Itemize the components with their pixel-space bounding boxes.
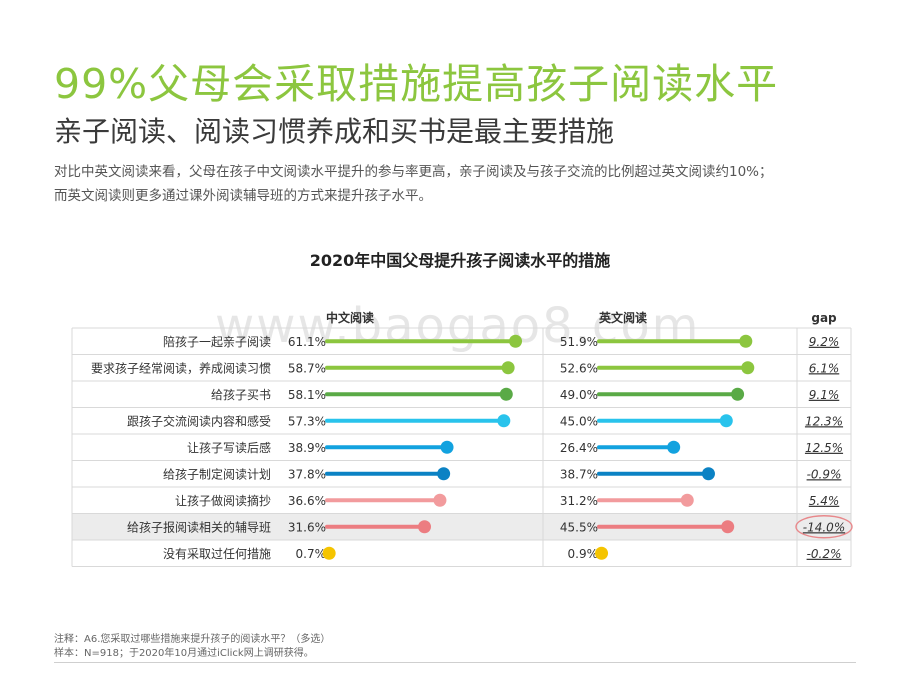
- page-subtitle: 亲子阅读、阅读习惯养成和买书是最主要措施: [54, 115, 615, 148]
- page-title: 99%父母会采取措施提高孩子阅读水平: [54, 60, 779, 108]
- footnote: 注释：A6.您采取过哪些措施来提升孩子的阅读水平？（多选） 样本：N=918；于…: [54, 633, 330, 661]
- column-header-0: 中文阅读: [326, 310, 374, 325]
- cn-value-label: 58.7%: [288, 361, 326, 375]
- gap-highlight-circle: [795, 515, 853, 539]
- cn-value-label: 31.6%: [288, 520, 326, 534]
- en-value-label: 26.4%: [560, 441, 598, 455]
- cn-bar-end-dot: [497, 414, 511, 428]
- en-value-label: 52.6%: [560, 361, 598, 375]
- cn-bar-end-dot: [501, 361, 515, 375]
- category-label: 跟孩子交流阅读内容和感受: [127, 413, 271, 428]
- cn-value-label: 58.1%: [288, 388, 326, 402]
- en-value-label: 45.0%: [560, 414, 598, 428]
- gap-value-label: 12.5%: [805, 441, 843, 455]
- cn-value-label: 61.1%: [288, 335, 326, 349]
- en-value-label: 31.2%: [560, 494, 598, 508]
- column-header-2: gap: [811, 311, 837, 325]
- category-label: 没有采取过任何措施: [163, 546, 271, 561]
- description-line-1: 对比中英文阅读来看，父母在孩子中文阅读水平提升的参与率更高，亲子阅读及与孩子交流…: [54, 164, 773, 180]
- cn-value-label: 57.3%: [288, 414, 326, 428]
- footnote-sample: 样本：N=918；于2020年10月通过iClick网上调研获得。: [54, 648, 314, 659]
- gap-value-label: 12.3%: [805, 414, 843, 428]
- gap-value-label: -0.9%: [807, 467, 842, 481]
- cn-bar-end-dot: [437, 467, 451, 481]
- en-value-label: 38.7%: [560, 467, 598, 481]
- en-bar-end-dot: [739, 334, 753, 348]
- column-header-1: 英文阅读: [599, 310, 647, 325]
- category-label: 让孩子做阅读摘抄: [175, 493, 271, 508]
- watermark: www.baogao8.com: [215, 298, 701, 354]
- gap-value-label: 9.1%: [809, 388, 840, 402]
- cn-bar-end-dot: [322, 546, 336, 560]
- footer-divider: [54, 662, 856, 663]
- category-label: 陪孩子一起亲子阅读: [163, 334, 271, 349]
- cn-value-label: 36.6%: [288, 494, 326, 508]
- en-value-label: 45.5%: [560, 520, 598, 534]
- en-bar-end-dot: [721, 520, 735, 534]
- description: 对比中英文阅读来看，父母在孩子中文阅读水平提升的参与率更高，亲子阅读及与孩子交流…: [54, 160, 884, 208]
- gap-value-label: 6.1%: [809, 361, 840, 375]
- en-value-label: 51.9%: [560, 335, 598, 349]
- category-label: 给孩子买书: [211, 388, 271, 402]
- category-label: 要求孩子经常阅读，养成阅读习惯: [91, 360, 271, 375]
- en-value-label: 49.0%: [560, 388, 598, 402]
- en-bar-end-dot: [731, 387, 745, 401]
- chart-title: 2020年中国父母提升孩子阅读水平的措施: [309, 251, 611, 270]
- gap-value-label: -14.0%: [803, 520, 845, 534]
- cn-bar-end-dot: [440, 440, 454, 454]
- en-bar-end-dot: [680, 493, 694, 507]
- gap-value-label: 9.2%: [809, 335, 840, 349]
- en-bar-end-dot: [701, 467, 715, 481]
- category-label: 让孩子写读后感: [187, 440, 271, 455]
- footnote-question: 注释：A6.您采取过哪些措施来提升孩子的阅读水平？（多选）: [54, 634, 331, 645]
- cn-bar-end-dot: [418, 520, 432, 534]
- gap-value-label: -0.2%: [807, 547, 842, 561]
- description-line-2: 而英文阅读则更多通过课外阅读辅导班的方式来提升孩子水平。: [54, 188, 432, 204]
- category-label: 给孩子制定阅读计划: [163, 466, 271, 481]
- en-bar-end-dot: [741, 361, 755, 375]
- en-bar-end-dot: [595, 546, 609, 560]
- cn-bar-end-dot: [433, 493, 447, 507]
- cn-value-label: 0.7%: [296, 547, 327, 561]
- cn-value-label: 37.8%: [288, 467, 326, 481]
- category-label: 给孩子报阅读相关的辅导班: [127, 519, 271, 534]
- en-bar-end-dot: [667, 440, 681, 454]
- en-value-label: 0.9%: [568, 547, 599, 561]
- cn-bar-end-dot: [499, 387, 513, 401]
- gap-value-label: 5.4%: [809, 494, 840, 508]
- cn-bar-end-dot: [509, 334, 523, 348]
- cn-value-label: 38.9%: [288, 441, 326, 455]
- en-bar-end-dot: [719, 414, 733, 428]
